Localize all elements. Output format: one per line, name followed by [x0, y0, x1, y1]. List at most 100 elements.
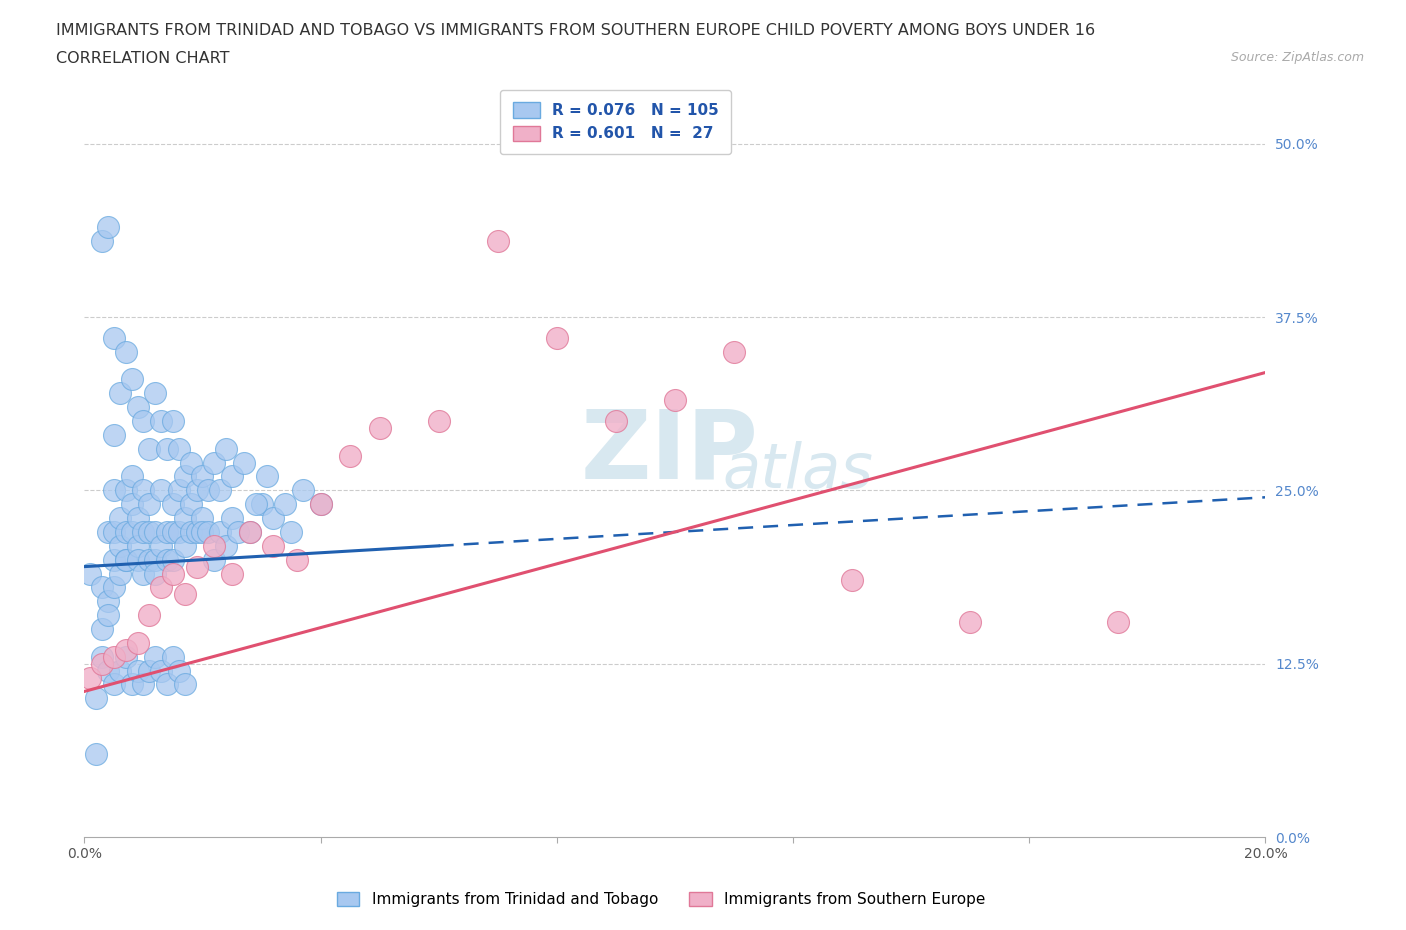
Point	[180, 525, 202, 539]
Point	[167, 483, 190, 498]
Point	[162, 649, 184, 664]
Point	[339, 448, 361, 463]
Point	[167, 663, 190, 678]
Point	[121, 525, 143, 539]
Point	[138, 525, 160, 539]
Point	[97, 219, 120, 234]
Point	[127, 511, 149, 525]
Point	[256, 469, 278, 484]
Legend: R = 0.076   N = 105, R = 0.601   N =  27: R = 0.076 N = 105, R = 0.601 N = 27	[501, 89, 731, 153]
Point	[114, 552, 136, 567]
Point	[664, 392, 686, 407]
Point	[84, 747, 107, 762]
Point	[841, 573, 863, 588]
Point	[108, 386, 131, 401]
Point	[1107, 615, 1129, 630]
Point	[121, 497, 143, 512]
Point	[215, 442, 238, 457]
Point	[245, 497, 267, 512]
Point	[108, 566, 131, 581]
Text: ZIP: ZIP	[581, 405, 758, 498]
Point	[114, 525, 136, 539]
Text: CORRELATION CHART: CORRELATION CHART	[56, 51, 229, 66]
Point	[108, 538, 131, 553]
Text: Source: ZipAtlas.com: Source: ZipAtlas.com	[1230, 51, 1364, 64]
Point	[285, 552, 308, 567]
Point	[103, 525, 125, 539]
Point	[309, 497, 332, 512]
Point	[173, 538, 195, 553]
Point	[143, 386, 166, 401]
Point	[180, 497, 202, 512]
Point	[127, 538, 149, 553]
Point	[173, 469, 195, 484]
Point	[427, 414, 450, 429]
Point	[91, 233, 114, 248]
Point	[121, 469, 143, 484]
Point	[173, 511, 195, 525]
Point	[546, 330, 568, 345]
Point	[150, 580, 173, 595]
Point	[103, 330, 125, 345]
Point	[605, 414, 627, 429]
Point	[150, 483, 173, 498]
Point	[723, 344, 745, 359]
Point	[486, 233, 509, 248]
Text: IMMIGRANTS FROM TRINIDAD AND TOBAGO VS IMMIGRANTS FROM SOUTHERN EUROPE CHILD POV: IMMIGRANTS FROM TRINIDAD AND TOBAGO VS I…	[56, 23, 1095, 38]
Point	[156, 677, 179, 692]
Legend: Immigrants from Trinidad and Tobago, Immigrants from Southern Europe: Immigrants from Trinidad and Tobago, Imm…	[330, 885, 991, 913]
Point	[138, 552, 160, 567]
Point	[114, 649, 136, 664]
Point	[202, 455, 225, 470]
Point	[121, 372, 143, 387]
Point	[138, 497, 160, 512]
Point	[143, 649, 166, 664]
Point	[262, 538, 284, 553]
Point	[138, 607, 160, 622]
Point	[150, 538, 173, 553]
Point	[959, 615, 981, 630]
Point	[197, 483, 219, 498]
Point	[132, 414, 155, 429]
Point	[197, 525, 219, 539]
Point	[186, 559, 208, 574]
Point	[226, 525, 249, 539]
Point	[97, 607, 120, 622]
Point	[114, 643, 136, 658]
Point	[127, 635, 149, 650]
Point	[114, 344, 136, 359]
Point	[91, 657, 114, 671]
Point	[291, 483, 314, 498]
Point	[221, 511, 243, 525]
Point	[180, 455, 202, 470]
Point	[150, 663, 173, 678]
Point	[202, 552, 225, 567]
Point	[167, 442, 190, 457]
Point	[167, 525, 190, 539]
Point	[150, 414, 173, 429]
Point	[173, 677, 195, 692]
Point	[202, 538, 225, 553]
Point	[156, 552, 179, 567]
Point	[221, 566, 243, 581]
Point	[143, 552, 166, 567]
Point	[79, 566, 101, 581]
Point	[138, 663, 160, 678]
Point	[103, 677, 125, 692]
Point	[209, 525, 232, 539]
Point	[103, 580, 125, 595]
Point	[132, 566, 155, 581]
Point	[127, 552, 149, 567]
Point	[221, 469, 243, 484]
Point	[143, 525, 166, 539]
Point	[309, 497, 332, 512]
Point	[186, 525, 208, 539]
Point	[132, 483, 155, 498]
Point	[132, 677, 155, 692]
Point	[97, 525, 120, 539]
Point	[103, 649, 125, 664]
Point	[108, 663, 131, 678]
Point	[162, 497, 184, 512]
Point	[103, 552, 125, 567]
Point	[121, 677, 143, 692]
